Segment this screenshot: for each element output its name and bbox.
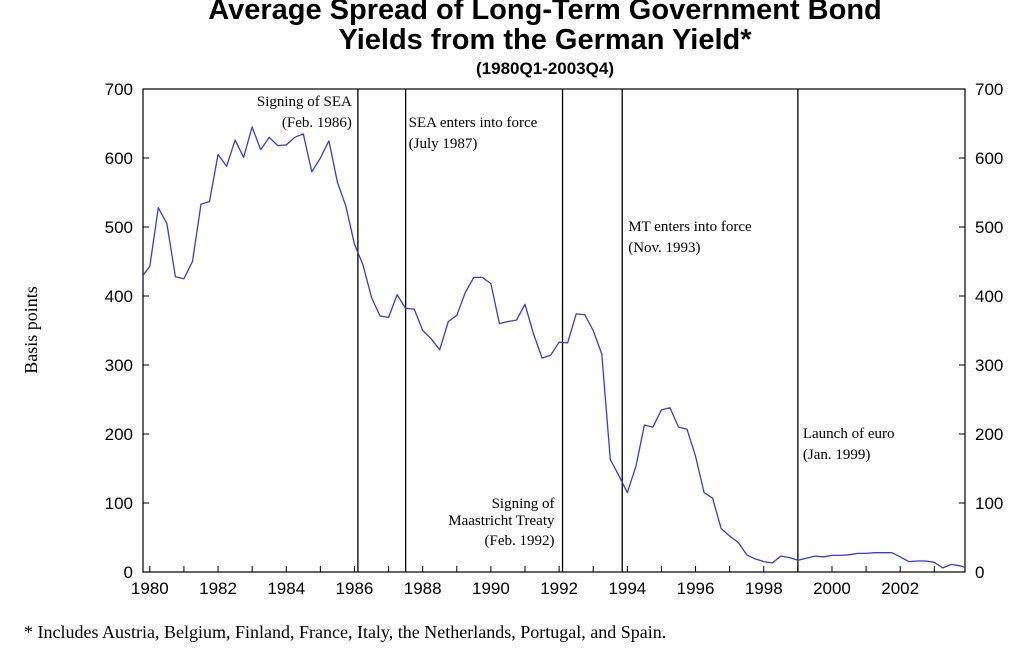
chart-title-line-2: Yields from the German Yield* — [338, 24, 752, 56]
y-tick-label: 300 — [105, 356, 133, 375]
x-tick-label: 1996 — [677, 579, 715, 598]
y-tick-label: 400 — [975, 287, 1003, 306]
event-label: (Feb. 1992) — [485, 533, 555, 549]
series-group — [142, 126, 966, 569]
x-tick-label: 1986 — [336, 579, 374, 598]
y-tick-label: 200 — [105, 425, 133, 444]
x-tick-label: 1982 — [199, 579, 237, 598]
event-label: Signing of SEA — [257, 94, 352, 110]
y-axis-title: Basis points — [21, 286, 41, 374]
y-tick-label: 0 — [124, 563, 133, 582]
x-tick-label: 1990 — [472, 579, 510, 598]
chart-subtitle: (1980Q1-2003Q4) — [476, 59, 614, 78]
y-tick-label: 100 — [975, 494, 1003, 513]
y-tick-label: 500 — [105, 218, 133, 237]
x-tick-label: 1998 — [745, 579, 783, 598]
x-tick-label: 2000 — [813, 579, 851, 598]
event-label: Maastricht Treaty — [448, 513, 555, 529]
event-label: Launch of euro — [803, 426, 895, 442]
y-tick-label: 700 — [975, 80, 1003, 99]
event-label: SEA enters into force — [409, 115, 538, 131]
plot-frame — [142, 88, 966, 573]
y-tick-label: 700 — [105, 80, 133, 99]
y-tick-label: 100 — [105, 494, 133, 513]
x-tick-label: 1980 — [131, 579, 169, 598]
y-tick-label: 0 — [975, 563, 984, 582]
event-label: Signing of — [492, 496, 555, 512]
x-tick-label: 1984 — [267, 579, 305, 598]
x-tick-label: 2002 — [881, 579, 919, 598]
plot-border — [142, 88, 966, 573]
y-tick-label: 500 — [975, 218, 1003, 237]
x-tick-label: 1988 — [404, 579, 442, 598]
footnote: * Includes Austria, Belgium, Finland, Fr… — [24, 622, 667, 642]
y-tick-label: 200 — [975, 425, 1003, 444]
series-line — [142, 126, 966, 569]
y-tick-label: 300 — [975, 356, 1003, 375]
y-tick-label: 400 — [105, 287, 133, 306]
y-tick-label: 600 — [975, 149, 1003, 168]
x-tick-label: 1994 — [608, 579, 646, 598]
chart-title-line-1: Average Spread of Long-Term Government B… — [208, 0, 882, 26]
event-markers: Signing of SEA (Feb. 1986) SEA enters into… — [257, 89, 895, 572]
y-axis-right: 0 100 200 300 400 500 600 700 — [959, 80, 1003, 582]
event-label: (Feb. 1986) — [282, 115, 352, 131]
y-tick-label: 600 — [105, 149, 133, 168]
y-axis-left: 0 100 200 300 400 500 600 700 — [105, 80, 149, 582]
x-tick-label: 1992 — [540, 579, 578, 598]
event-label: MT enters into force — [628, 219, 752, 235]
event-label: (Jan. 1999) — [803, 447, 871, 463]
event-label: (July 1987) — [409, 136, 478, 152]
x-axis: 1980 1982 1984 1986 1988 1990 1992 1994 1996 1998… — [131, 566, 935, 598]
event-label: (Nov. 1993) — [628, 240, 700, 256]
